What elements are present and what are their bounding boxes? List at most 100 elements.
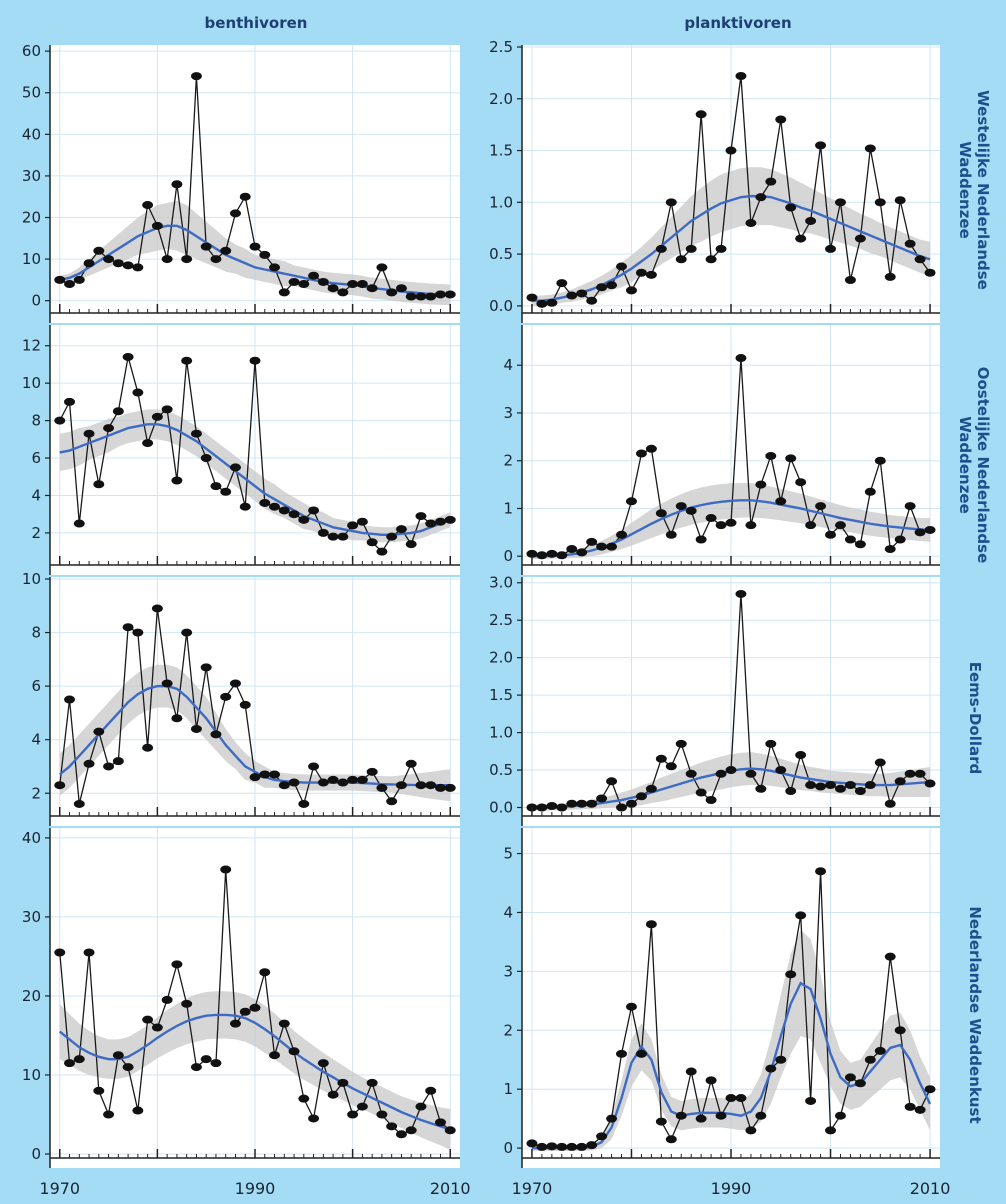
data-point [556,1142,568,1151]
data-point [924,525,936,534]
data-point [64,280,76,289]
data-point [347,280,359,289]
data-point [606,281,618,290]
data-point [288,778,300,787]
panel-grid: 01020304050600.00.51.01.52.02.5246810120… [22,38,951,1198]
confidence-band [531,167,931,306]
data-point [675,1111,687,1120]
data-point [864,1055,876,1064]
data-point [566,1142,578,1151]
data-point [854,540,866,549]
data-point [122,261,134,270]
data-point [785,203,797,212]
data-point [834,784,846,793]
data-point [278,1019,290,1028]
data-point [894,196,906,205]
data-point [308,271,320,280]
data-point [586,296,598,305]
data-point [288,1047,300,1056]
data-point [546,298,558,307]
data-point [874,758,886,767]
data-point [132,628,144,637]
data-point [83,948,95,957]
data-point [181,999,193,1008]
data-point [695,788,707,797]
data-point [884,545,896,554]
data-point [142,201,154,210]
data-point [356,1102,368,1111]
data-point [655,1117,667,1126]
data-point [914,769,926,778]
data-point [181,356,193,365]
data-point [745,1126,757,1135]
data-point [536,299,548,308]
data-point [229,463,241,472]
data-point [854,234,866,243]
data-point [190,724,202,733]
y-tick-label: 50 [22,84,41,102]
data-point [735,71,747,80]
data-point [298,515,310,524]
data-point [376,263,388,272]
panel-benthivoren-2: 2 4 6 8 10 12 [22,325,460,575]
data-point [795,478,807,487]
data-point [239,502,251,511]
data-point [229,1019,241,1028]
confidence-band [59,664,451,802]
y-tick-label: 5 [503,845,513,863]
data-point [112,407,124,416]
trend-line [59,423,451,536]
x-tick-label: 1970 [39,1179,80,1198]
data-point [645,444,657,453]
data-point [83,259,95,268]
data-point [874,456,886,465]
data-point [556,803,568,812]
data-point [93,1086,105,1095]
y-tick-label: 8 [31,624,41,642]
data-point [288,510,300,519]
y-tick-label: 8 [31,412,41,430]
data-point [596,283,608,292]
data-point [112,259,124,268]
data-point [151,604,163,613]
data-point [854,787,866,796]
trend-line [58,684,451,787]
data-point [805,781,817,790]
data-point [434,517,446,526]
panel-planktivoren-3: 0.0 0.5 1.0 1.5 2.0 2.5 3.0 [489,574,940,826]
data-point [755,1111,767,1120]
data-point [655,244,667,253]
panel-planktivoren-4: 0 1 2 3 4 5 1970 1990 2010 [503,828,950,1198]
data-point [425,519,437,528]
x-tick-label: 2010 [910,1179,951,1198]
data-point [386,797,398,806]
data-point [161,255,173,264]
data-point [405,540,417,549]
y-tick-label: 0 [31,1145,41,1163]
data-point [142,439,154,448]
data-point [645,784,657,793]
y-tick-label: 40 [22,125,41,143]
data-point [705,1076,717,1085]
data-point [904,769,916,778]
y-tick-label: 3.0 [489,574,513,592]
row-title-eems-dollard: Eems-Dollard [966,662,984,775]
data-point [366,1078,378,1087]
panel-benthivoren-3: 2 4 6 8 10 [22,570,460,826]
y-tick-label: 40 [22,829,41,847]
data-point [415,781,427,790]
y-tick-label: 1.0 [489,724,513,742]
data-point [425,1086,437,1095]
data-point [317,1059,329,1068]
data-point [434,1118,446,1127]
data-point [616,530,628,539]
data-point [444,515,456,524]
data-point [229,679,241,688]
data-point [576,799,588,808]
data-point [775,766,787,775]
data-point [249,242,261,251]
y-tick-label: 2 [31,784,41,802]
y-tick-label: 30 [22,167,41,185]
row-title-oostelijke-line1: Oostelijke Nederlandse [974,367,992,564]
data-point [536,803,548,812]
